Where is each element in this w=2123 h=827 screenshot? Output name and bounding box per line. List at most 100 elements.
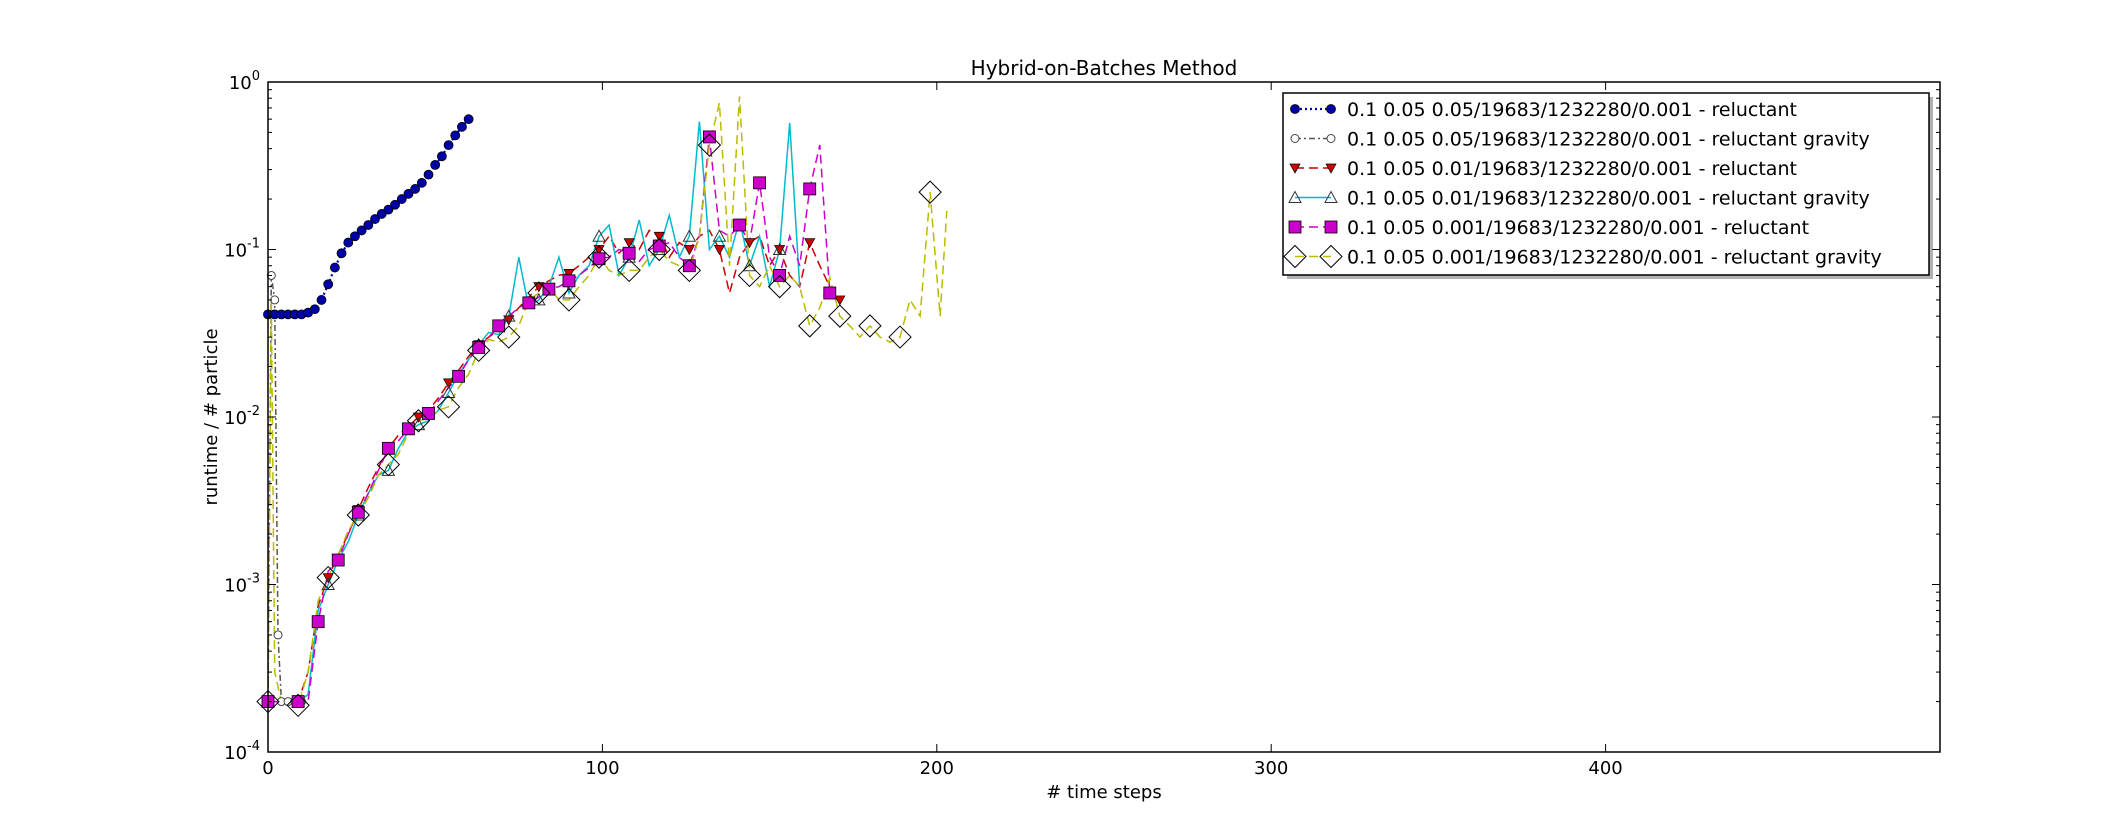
legend-marker-5 xyxy=(1283,244,1307,269)
legend-label-0: 0.1 0.05 0.05/19683/1232280/0.001 - relu… xyxy=(1347,99,1797,121)
data-point-s4-54 xyxy=(803,182,817,196)
data-point-s4-19 xyxy=(452,369,466,383)
data-point-s0-20 xyxy=(396,194,407,204)
data-point-s2-18 xyxy=(442,378,455,389)
data-point-s4-47 xyxy=(733,218,746,232)
series-layer xyxy=(268,96,948,707)
x-tick-label: 100 xyxy=(585,758,619,779)
series-line-2 xyxy=(268,229,841,703)
data-point-s5-59 xyxy=(828,304,852,328)
data-point-s0-8 xyxy=(316,295,327,305)
data-point-s5-65 xyxy=(888,325,912,349)
data-point-s2-48 xyxy=(743,238,756,249)
data-point-s0-29 xyxy=(457,121,467,132)
data-point-s0-24 xyxy=(423,169,434,180)
data-point-s3-42 xyxy=(682,229,697,242)
data-point-s5-17 xyxy=(406,409,431,433)
legend-marker-1 xyxy=(1326,134,1336,143)
data-point-s5-44 xyxy=(677,258,702,283)
data-point-s0-11 xyxy=(336,248,347,259)
data-point-s0-21 xyxy=(403,188,414,199)
data-point-s2-30 xyxy=(563,269,575,280)
data-point-s5-8 xyxy=(316,565,340,590)
data-point-s2-45 xyxy=(713,245,726,256)
legend-label-4: 0.1 0.05 0.001/19683/1232280/0.001 - rel… xyxy=(1347,217,1809,239)
data-point-s4-7 xyxy=(331,553,345,567)
data-point-s0-12 xyxy=(343,237,354,248)
data-point-s5-38 xyxy=(617,258,641,283)
data-point-s5-41 xyxy=(647,237,671,262)
data-point-s5-23 xyxy=(466,338,491,363)
data-point-s4-26 xyxy=(522,296,536,310)
y-tick-label: 100 xyxy=(229,69,260,94)
legend-marker-4 xyxy=(1324,220,1338,234)
legend-marker-4 xyxy=(1288,220,1302,234)
legend-box xyxy=(1282,92,1930,276)
legend-marker-5 xyxy=(1319,244,1343,269)
data-point-s5-35 xyxy=(587,245,611,269)
x-tick-label: 200 xyxy=(920,758,954,779)
legend-label-3: 0.1 0.05 0.01/19683/1232280/0.001 - relu… xyxy=(1347,188,1870,210)
y-tick-label: 10-3 xyxy=(224,572,260,597)
data-point-s2-54 xyxy=(804,238,816,249)
data-point-s2-15 xyxy=(412,412,425,423)
data-point-s3-18 xyxy=(441,385,456,399)
data-point-s3-45 xyxy=(712,229,727,242)
data-point-s5-46 xyxy=(697,133,722,157)
data-point-s4-56 xyxy=(823,286,837,300)
data-point-s4-23 xyxy=(492,319,506,333)
legend-marker-0 xyxy=(1326,104,1336,114)
data-point-s0-14 xyxy=(356,225,367,236)
data-point-s3-24 xyxy=(501,309,516,322)
data-point-s0-19 xyxy=(390,199,400,210)
data-point-s5-20 xyxy=(436,395,461,419)
data-point-s0-18 xyxy=(383,204,394,215)
data-point-s4-21 xyxy=(472,341,486,354)
data-point-s5-26 xyxy=(497,325,521,349)
x-tick-label: 300 xyxy=(1254,758,1288,779)
data-point-s4-49 xyxy=(753,176,766,190)
data-point-s4-28 xyxy=(542,282,556,296)
marker-layer xyxy=(256,114,942,718)
series-line-3 xyxy=(268,121,801,703)
data-point-s0-22 xyxy=(410,184,421,194)
data-point-s5-53 xyxy=(767,274,792,299)
data-point-s5-68 xyxy=(918,180,942,204)
y-tick-label: 10-4 xyxy=(224,739,260,764)
data-point-s4-3 xyxy=(291,695,305,708)
data-point-s5-11 xyxy=(346,503,370,527)
data-point-s0-27 xyxy=(443,140,454,151)
data-point-s0-28 xyxy=(450,130,461,141)
axis-layer: 0 100 200 300 400 10-4 10-3 10-2 10-1 100 xyxy=(224,69,1941,779)
data-point-s2-39 xyxy=(653,231,665,242)
data-point-s0-25 xyxy=(430,159,441,170)
y-tick-label: 10-1 xyxy=(224,237,260,262)
data-point-s2-42 xyxy=(683,245,695,256)
data-point-s5-50 xyxy=(737,263,762,288)
x-tick-label: 0 xyxy=(262,758,273,779)
data-point-s0-16 xyxy=(370,214,380,224)
data-point-s5-5 xyxy=(286,693,310,718)
chart-title: Hybrid-on-Batches Method xyxy=(971,56,1238,80)
x-tick-label: 400 xyxy=(1588,758,1622,779)
data-point-s1-3 xyxy=(273,630,283,640)
data-point-s3-15 xyxy=(411,417,426,431)
data-point-s4-14 xyxy=(402,422,415,436)
y-tick-label: 10-2 xyxy=(224,404,260,429)
data-point-s2-57 xyxy=(834,295,846,306)
series-line-0 xyxy=(268,118,470,316)
data-point-s4-44 xyxy=(703,130,716,144)
data-point-s0-26 xyxy=(436,151,447,162)
data-point-s2-24 xyxy=(503,315,515,326)
data-point-s5-14 xyxy=(376,452,401,477)
data-point-s4-33 xyxy=(592,252,606,266)
legend-marker-0 xyxy=(1290,104,1300,114)
data-point-s5-62 xyxy=(858,314,882,338)
legend: 0.1 0.05 0.05/19683/1232280/0.001 - relu… xyxy=(1282,92,1933,279)
data-point-s4-12 xyxy=(381,441,395,455)
data-point-s4-42 xyxy=(682,259,696,273)
data-point-s5-56 xyxy=(798,314,822,338)
data-point-s0-9 xyxy=(323,279,334,290)
data-point-s3-51 xyxy=(772,242,787,255)
legend-label-2: 0.1 0.05 0.01/19683/1232280/0.001 - relu… xyxy=(1347,158,1797,180)
